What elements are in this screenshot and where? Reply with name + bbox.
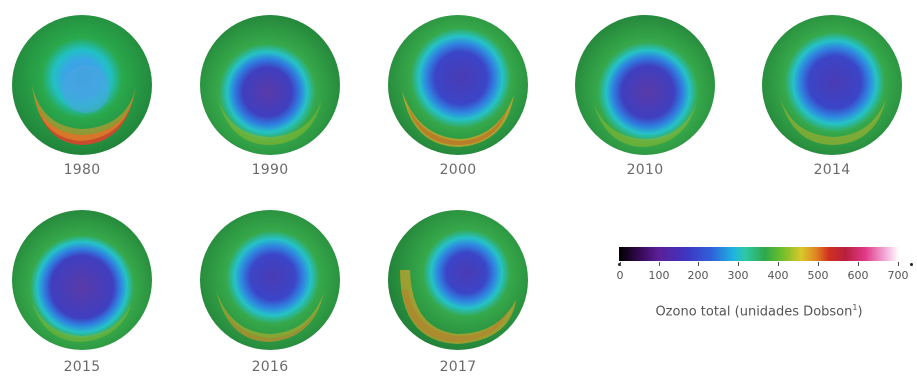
colorbar-end-dot: [910, 263, 913, 266]
colorbar-tick-label: 0: [616, 269, 624, 282]
year-label-2015: 2015: [63, 359, 101, 375]
colorbar-tick-label: 100: [648, 269, 670, 282]
ozone-globe-2016: [200, 210, 340, 350]
colorbar-tick-label: 200: [687, 269, 709, 282]
colorbar-tick: [698, 262, 699, 266]
year-label-1990: 1990: [251, 162, 289, 178]
year-label-2016: 2016: [251, 359, 289, 375]
ozone-globe-2015: [12, 210, 152, 350]
ozone-globe-2017: [388, 210, 528, 350]
year-label-2017: 2017: [439, 359, 477, 375]
colorbar-tick-label: 500: [807, 269, 829, 282]
colorbar-title-footnote: 1: [852, 303, 858, 312]
colorbar-tick: [659, 262, 660, 266]
year-label-2000: 2000: [439, 162, 477, 178]
colorbar-tick-label: 400: [767, 269, 789, 282]
colorbar-start-dot: [618, 263, 621, 266]
colorbar-tick: [818, 262, 819, 266]
year-label-2010: 2010: [626, 162, 664, 178]
year-label-1980: 1980: [63, 162, 101, 178]
ozone-globe-2000: [388, 15, 528, 155]
colorbar-tick: [858, 262, 859, 266]
colorbar-title: Ozono total (unidades Dobson1): [619, 303, 899, 319]
colorbar-tick: [738, 262, 739, 266]
ozone-globe-1980: [12, 15, 152, 155]
ozone-globe-2014: [762, 15, 902, 155]
year-label-2014: 2014: [813, 162, 851, 178]
colorbar-tick-label: 300: [727, 269, 749, 282]
colorbar-tick: [778, 262, 779, 266]
colorbar-tick-label: 600: [847, 269, 869, 282]
colorbar-title-text: Ozono total (unidades Dobson: [655, 304, 853, 320]
colorbar-tick: [620, 262, 621, 266]
colorbar-tick-label: 700: [887, 269, 909, 282]
ozone-colorbar: [619, 247, 899, 261]
ozone-globe-1990: [200, 15, 340, 155]
colorbar-tick: [898, 262, 899, 266]
colorbar-title-close: ): [857, 304, 863, 320]
ozone-globe-2010: [575, 15, 715, 155]
